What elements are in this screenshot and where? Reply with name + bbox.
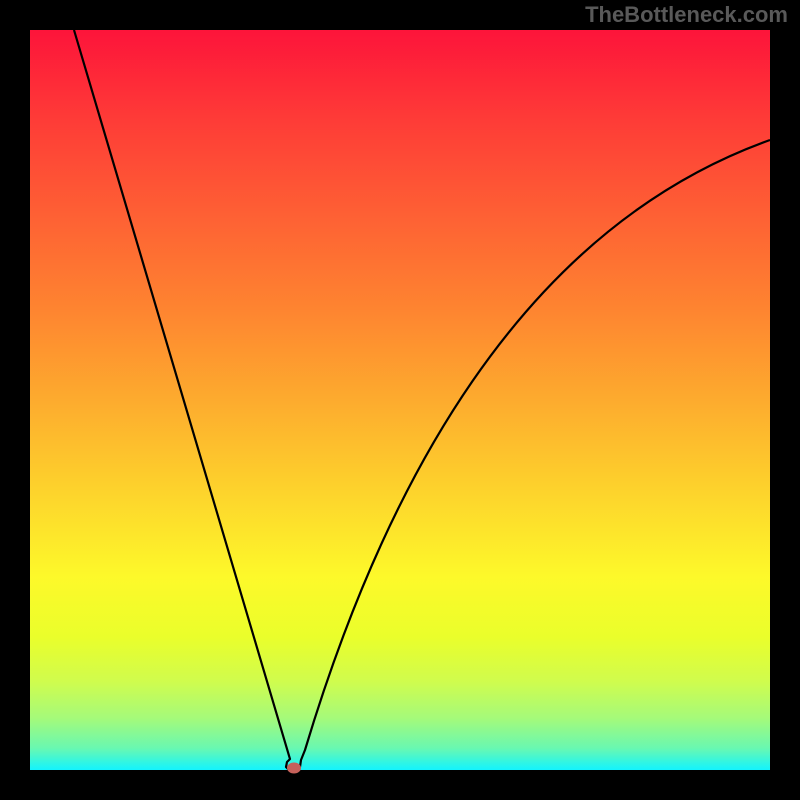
plot-background-gradient	[30, 30, 770, 770]
watermark-text: TheBottleneck.com	[585, 2, 788, 27]
minimum-marker-dot	[287, 763, 301, 774]
